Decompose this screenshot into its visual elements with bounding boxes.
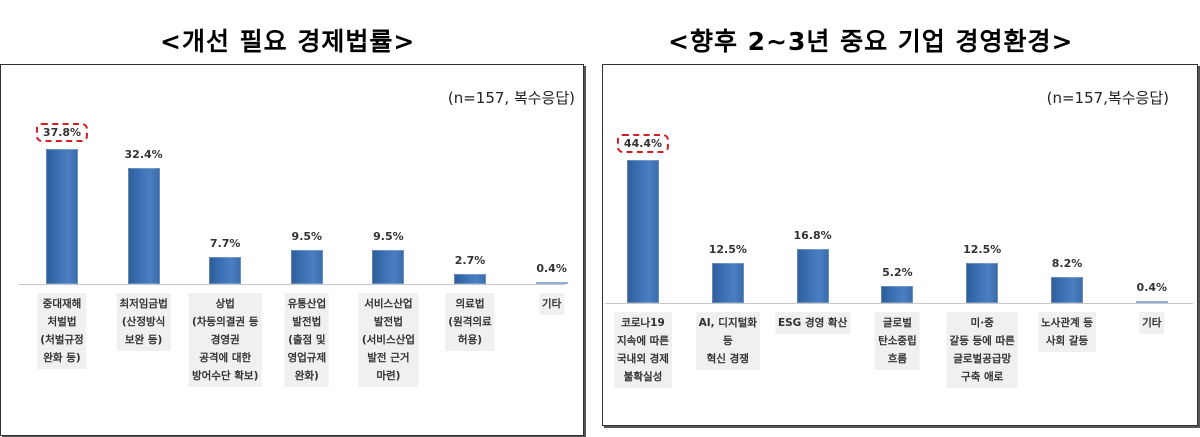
category-label: 기타 — [538, 293, 565, 315]
category-label: 코로나19 지속에 따른 국내외 경제 불확실성 — [614, 312, 672, 388]
bar — [372, 250, 405, 284]
value-label: 2.7% — [454, 254, 486, 268]
bar — [46, 149, 78, 284]
bar — [454, 274, 486, 284]
bar — [966, 262, 999, 303]
right-x-axis — [605, 303, 1193, 304]
right-chart-panel: (n=157,복수응답) 44.4% 코로나19 지속에 따른 국내외 경제 불확… — [602, 64, 1198, 426]
right-chart-title: <향후 2~3년 중요 기업 경영환경> — [668, 27, 1074, 56]
bar — [711, 262, 744, 303]
bar — [796, 248, 829, 303]
value-label: 12.5% — [708, 242, 747, 256]
category-label: 최저임금법 (산정방식 보완 등) — [116, 293, 171, 351]
category-label: ESG 경영 확산 — [774, 312, 851, 334]
value-label: 0.4% — [536, 262, 567, 275]
category-label: 노사관계 등 사회 갈등 — [1038, 312, 1096, 352]
bar — [535, 282, 568, 284]
right-sample-note: (n=157,복수응답) — [1046, 89, 1169, 107]
category-label: 중대재해 처벌법 (처벌규정 완화 등) — [37, 293, 87, 369]
bar — [1051, 276, 1083, 303]
category-label: 서비스산업 발전법 (서비스산업 발전 근거 마련) — [358, 293, 418, 387]
value-label: 16.8% — [793, 228, 832, 242]
category-label: 유통산업 발전법 (출점 및 영업규제 완화) — [284, 293, 330, 387]
category-label: 기타 — [1139, 312, 1165, 334]
bar — [1135, 301, 1168, 303]
value-label: 9.5% — [373, 230, 404, 244]
category-label: 글로벌 탄소중립 흐름 — [875, 312, 920, 370]
category-label: 상법 (차등의결권 등 경영권 공격에 대한 방어수단 확보) — [188, 293, 262, 387]
value-label: 5.2% — [882, 266, 913, 280]
category-label: AI, 디지털화 등 혁신 경쟁 — [695, 312, 760, 370]
bar — [627, 160, 659, 303]
value-label: 12.5% — [963, 242, 1002, 256]
value-label: 7.7% — [209, 236, 241, 250]
bar — [881, 286, 914, 303]
value-label: 8.2% — [1051, 256, 1083, 270]
bar — [290, 250, 323, 284]
bar — [209, 256, 242, 284]
highlighted-value-label: 44.4% — [616, 134, 670, 154]
value-label: 0.4% — [1136, 281, 1168, 294]
category-label: 의료법 (원격의료 허용) — [445, 293, 495, 351]
value-label: 9.5% — [291, 230, 323, 244]
left-chart-title: <개선 필요 경제법률> — [160, 27, 416, 56]
bar — [127, 168, 160, 284]
highlighted-value-label: 37.8% — [35, 123, 89, 143]
left-x-axis — [19, 284, 565, 285]
left-chart-panel: (n=157, 복수응답) 37.8% 중대재해 처벌법 (처벌규정 완화 등) 3… — [0, 64, 584, 436]
value-label: 32.4% — [124, 148, 163, 162]
category-label: 미·중 갈등 등에 따른 글로벌공급망 구축 애로 — [946, 312, 1018, 388]
left-sample-note: (n=157, 복수응답) — [447, 89, 575, 107]
